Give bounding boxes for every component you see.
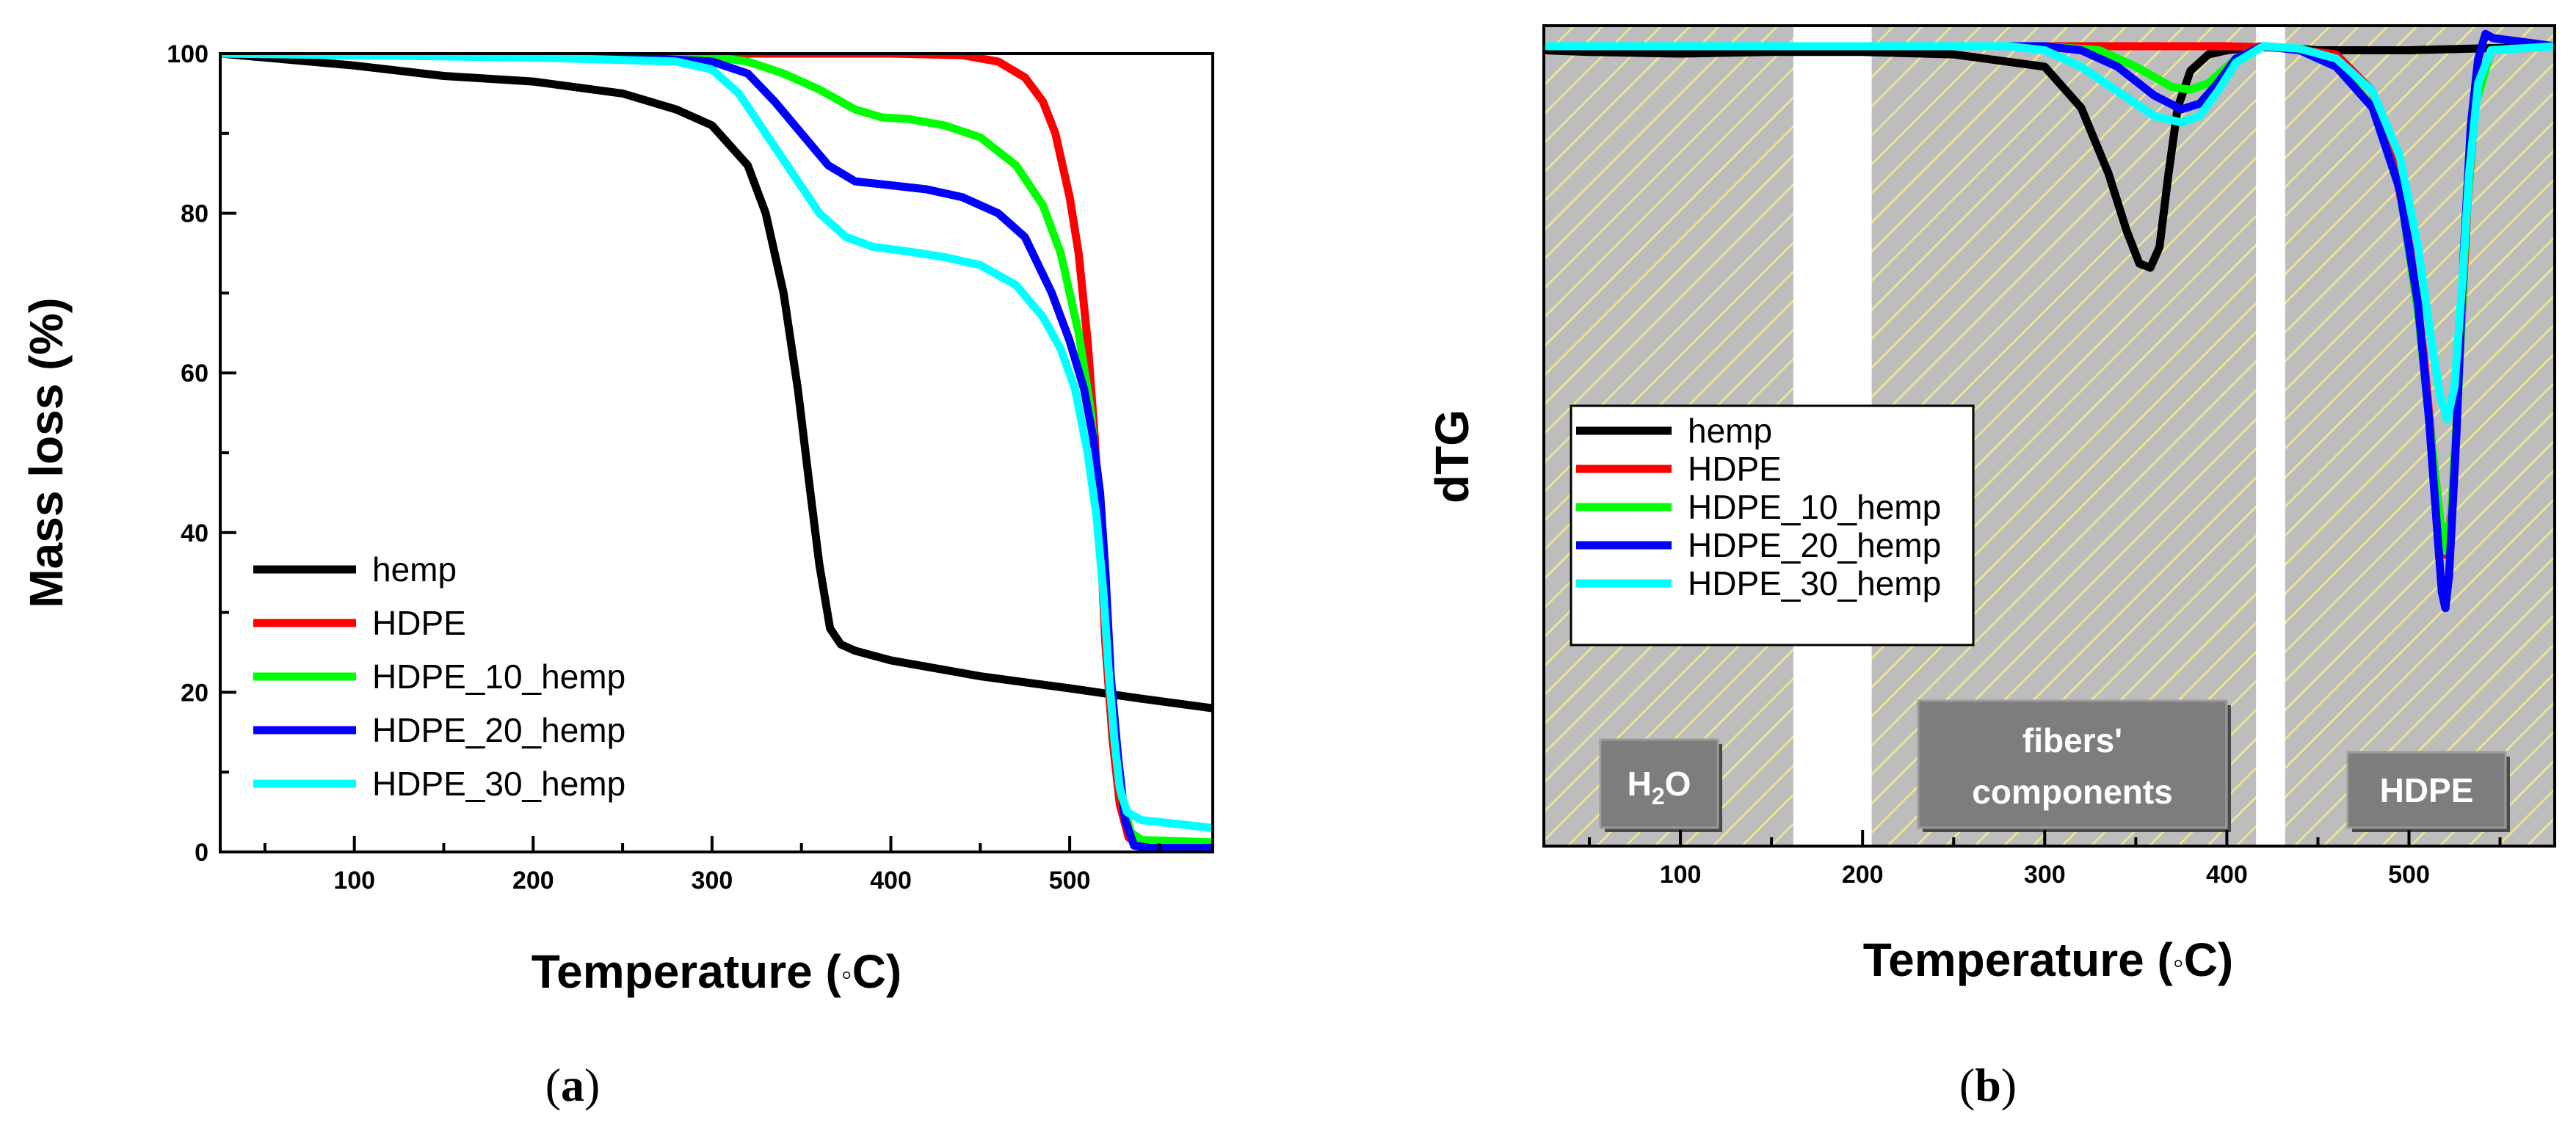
legend-entry-label: HDPE_10_hemp (372, 657, 625, 696)
plot-area-a (220, 54, 1213, 852)
x-tick-label: 400 (870, 867, 912, 895)
series-line-hdpe-30-hemp (1544, 42, 2555, 424)
shaded-regions-b: H2O fibers' components HDPE (1544, 26, 2555, 846)
caption-a: (a) (545, 1059, 601, 1111)
caption-b: (b) (1959, 1059, 2017, 1111)
x-tick-label: 200 (512, 867, 554, 895)
chart-panel-b: H2O fibers' components HDPE 100 200 300 400 500… (1426, 24, 2556, 1111)
legend-entry-label: HDPE_30_hemp (1688, 564, 1941, 602)
y-axis-title-b: dTG (1426, 409, 1479, 503)
region-label-box (1599, 738, 1719, 829)
y-tick-label: 80 (181, 200, 208, 228)
legend-entry-label: HDPE_30_hemp (372, 765, 625, 803)
plot-area-b (1544, 29, 2555, 613)
chart-panel-a: 100 200 300 400 500 0 20 40 60 80 100 hemp HDPE HDPE… (20, 40, 1214, 1111)
legend-entry-label: hemp (372, 550, 457, 589)
x-tick-label: 500 (1049, 867, 1091, 895)
region-label-line2: components (1972, 773, 2172, 811)
legend-b: hempHDPEHDPE_10_hempHDPE_20_hempHDPE_30_… (1570, 404, 1975, 646)
shaded-region (2285, 26, 2555, 846)
axis-ticks-a: 100 200 300 400 500 0 20 40 60 80 100 (167, 40, 1161, 895)
legend-entry-label: HDPE_10_hemp (1688, 488, 1941, 526)
y-tick-label: 100 (167, 40, 208, 68)
legend-entry-label: HDPE (1688, 450, 1782, 488)
series-line-hemp (220, 54, 1213, 713)
x-tick-label: 500 (2388, 861, 2430, 889)
x-axis-title-a: Temperature (◦C) (531, 945, 901, 998)
legend-box (1570, 404, 1975, 646)
legend-a: hemp HDPE HDPE_10_hemp HDPE_20_hemp HDPE_30_… (253, 550, 625, 803)
y-axis-title-a: Mass loss (%) (20, 297, 73, 608)
x-axis-title-b: Temperature (◦C) (1863, 933, 2233, 986)
plot-frame-b (1542, 24, 2556, 848)
x-tick-label: 300 (692, 867, 733, 895)
legend-entry-label: HDPE (372, 604, 466, 642)
legend-entry-label: HDPE_20_hemp (1688, 526, 1941, 564)
axis-ticks-b: 100 200 300 400 500 (1588, 830, 2502, 889)
x-tick-label: 200 (1842, 861, 1884, 889)
legend-entry-label: HDPE_20_hemp (372, 711, 625, 749)
series-line-hdpe-30-hemp (220, 54, 1213, 832)
y-tick-label: 60 (181, 360, 208, 387)
x-tick-label: 400 (2206, 861, 2248, 889)
region-label: HDPE (2380, 771, 2474, 809)
region-label: fibers' (2022, 721, 2122, 759)
region-label-box (1917, 699, 2228, 829)
region-label: H2O (1628, 765, 1691, 809)
y-tick-label: 40 (181, 520, 208, 547)
x-tick-label: 100 (333, 867, 375, 895)
y-tick-label: 0 (195, 839, 208, 867)
legend-entry-label: hemp (1688, 412, 1772, 450)
region-label-box (2346, 751, 2507, 829)
x-tick-label: 100 (1660, 861, 1702, 889)
y-tick-label: 20 (181, 679, 208, 707)
series-line-hdpe (220, 54, 1213, 852)
x-tick-label: 300 (2024, 861, 2066, 889)
